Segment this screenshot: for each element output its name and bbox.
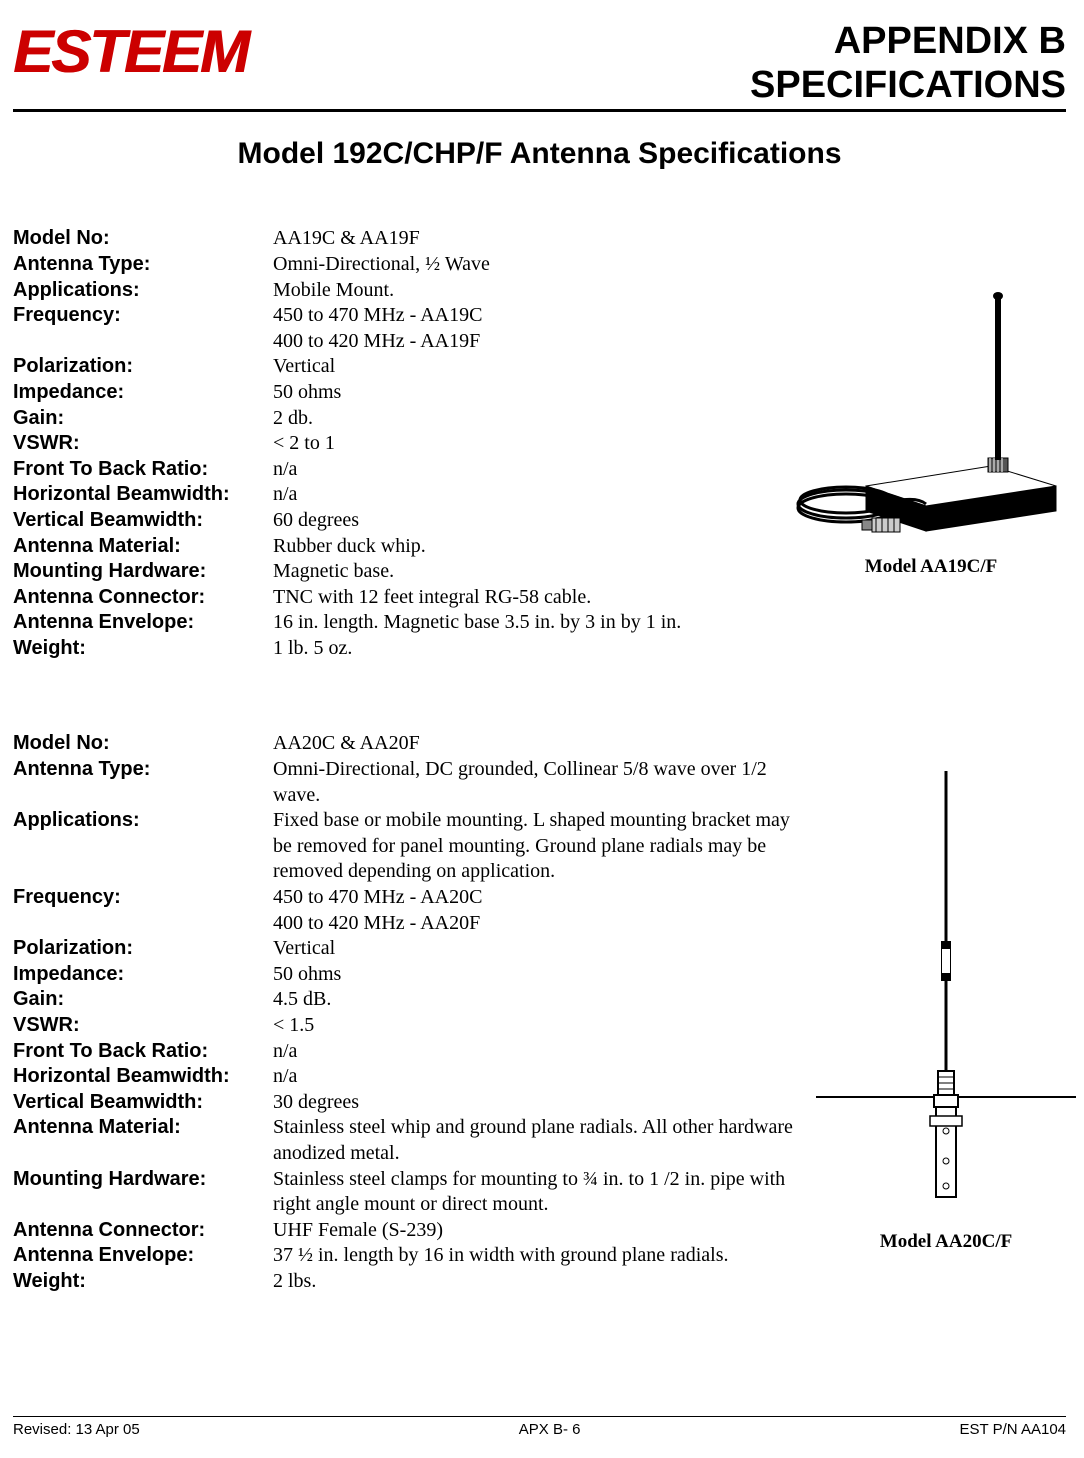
spec-label: Gain:	[13, 987, 273, 1013]
spec-value: Stainless steel whip and ground plane ra…	[273, 1115, 813, 1166]
spec-label: Impedance:	[13, 962, 273, 988]
title-line-1: APPENDIX B	[750, 20, 1066, 64]
spec-label: Mounting Hardware:	[13, 559, 273, 585]
spec-value: Rubber duck whip.	[273, 534, 426, 560]
footer-page-number: APX B- 6	[519, 1421, 581, 1438]
page-footer: Revised: 13 Apr 05 APX B- 6 EST P/N AA10…	[13, 1416, 1066, 1438]
spec-value: 450 to 470 MHz - AA19C 400 to 420 MHz - …	[273, 303, 482, 354]
figure-caption-aa19: Model AA19C/F	[796, 556, 1066, 578]
spec-block-aa19: Model No:AA19C & AA19FAntenna Type:Omni-…	[13, 226, 1066, 661]
spec-label: Antenna Connector:	[13, 1218, 273, 1244]
spec-value: Omni-Directional, DC grounded, Collinear…	[273, 757, 813, 808]
brand-logo: ESTEEM	[13, 26, 248, 77]
figure-aa20: Model AA20C/F	[816, 771, 1076, 1253]
spec-label: Frequency:	[13, 303, 273, 354]
spec-value: Vertical	[273, 354, 335, 380]
spec-label: Model No:	[13, 226, 273, 252]
spec-block-aa20: Model No:AA20C & AA20FAntenna Type:Omni-…	[13, 731, 1066, 1294]
spec-value: AA19C & AA19F	[273, 226, 420, 252]
antenna-aa20-icon	[816, 771, 1076, 1221]
spec-row: Antenna Envelope:16 in. length. Magnetic…	[13, 610, 1066, 636]
figure-aa19: Model AA19C/F	[796, 286, 1066, 578]
spec-label: Horizontal Beamwidth:	[13, 1064, 273, 1090]
spec-label: Impedance:	[13, 380, 273, 406]
spec-value: n/a	[273, 1064, 297, 1090]
appendix-title: APPENDIX B SPECIFICATIONS	[750, 20, 1066, 107]
spec-value: TNC with 12 feet integral RG-58 cable.	[273, 585, 591, 611]
spec-value: UHF Female (S-239)	[273, 1218, 443, 1244]
spec-value: Mobile Mount.	[273, 278, 394, 304]
spec-row: Antenna Connector:TNC with 12 feet integ…	[13, 585, 1066, 611]
spec-label: Front To Back Ratio:	[13, 457, 273, 483]
footer-revised: Revised: 13 Apr 05	[13, 1421, 140, 1438]
page-title: Model 192C/CHP/F Antenna Specifications	[13, 137, 1066, 171]
spec-value: 16 in. length. Magnetic base 3.5 in. by …	[273, 610, 681, 636]
spec-label: Frequency:	[13, 885, 273, 936]
spec-label: Weight:	[13, 1269, 273, 1295]
spec-label: Gain:	[13, 406, 273, 432]
spec-value: Vertical	[273, 936, 335, 962]
spec-label: Antenna Type:	[13, 252, 273, 278]
spec-value: n/a	[273, 482, 297, 508]
spec-label: Horizontal Beamwidth:	[13, 482, 273, 508]
spec-value: AA20C & AA20F	[273, 731, 420, 757]
spec-value: 4.5 dB.	[273, 987, 331, 1013]
spec-value: 2 lbs.	[273, 1269, 316, 1295]
spec-label: Mounting Hardware:	[13, 1167, 273, 1218]
spec-label: VSWR:	[13, 431, 273, 457]
spec-value: 50 ohms	[273, 380, 341, 406]
spec-label: Front To Back Ratio:	[13, 1039, 273, 1065]
spec-label: Antenna Material:	[13, 534, 273, 560]
spec-value: 2 db.	[273, 406, 313, 432]
spec-value: n/a	[273, 457, 297, 483]
spec-label: Antenna Connector:	[13, 585, 273, 611]
spec-label: Vertical Beamwidth:	[13, 508, 273, 534]
spec-value: < 2 to 1	[273, 431, 335, 457]
spec-value: 37 ½ in. length by 16 in width with grou…	[273, 1243, 729, 1269]
spec-value: Magnetic base.	[273, 559, 394, 585]
spec-label: Antenna Material:	[13, 1115, 273, 1166]
footer-part-number: EST P/N AA104	[960, 1421, 1066, 1438]
spec-label: Model No:	[13, 731, 273, 757]
spec-value: 1 lb. 5 oz.	[273, 636, 352, 662]
spec-label: Weight:	[13, 636, 273, 662]
spec-row: Model No:AA20C & AA20F	[13, 731, 1066, 757]
spec-label: Polarization:	[13, 354, 273, 380]
spec-label: Applications:	[13, 808, 273, 885]
spec-value: n/a	[273, 1039, 297, 1065]
spec-label: Antenna Envelope:	[13, 610, 273, 636]
spec-label: Vertical Beamwidth:	[13, 1090, 273, 1116]
spec-label: Antenna Envelope:	[13, 1243, 273, 1269]
page-header: ESTEEM APPENDIX B SPECIFICATIONS	[13, 20, 1066, 112]
spec-row: Weight:1 lb. 5 oz.	[13, 636, 1066, 662]
spec-value: 60 degrees	[273, 508, 359, 534]
spec-label: Applications:	[13, 278, 273, 304]
spec-row: Model No:AA19C & AA19F	[13, 226, 1066, 252]
spec-value: 30 degrees	[273, 1090, 359, 1116]
antenna-aa19-icon	[796, 286, 1066, 546]
figure-caption-aa20: Model AA20C/F	[816, 1231, 1076, 1253]
spec-value: 50 ohms	[273, 962, 341, 988]
spec-label: VSWR:	[13, 1013, 273, 1039]
spec-row: Antenna Type:Omni-Directional, ½ Wave	[13, 252, 1066, 278]
spec-value: Stainless steel clamps for mounting to ¾…	[273, 1167, 813, 1218]
spec-row: Weight:2 lbs.	[13, 1269, 1066, 1295]
spec-label: Polarization:	[13, 936, 273, 962]
spec-label: Antenna Type:	[13, 757, 273, 808]
spec-value: Fixed base or mobile mounting. L shaped …	[273, 808, 813, 885]
spec-value: Omni-Directional, ½ Wave	[273, 252, 490, 278]
spec-value: < 1.5	[273, 1013, 314, 1039]
title-line-2: SPECIFICATIONS	[750, 64, 1066, 108]
spec-value: 450 to 470 MHz - AA20C 400 to 420 MHz - …	[273, 885, 482, 936]
